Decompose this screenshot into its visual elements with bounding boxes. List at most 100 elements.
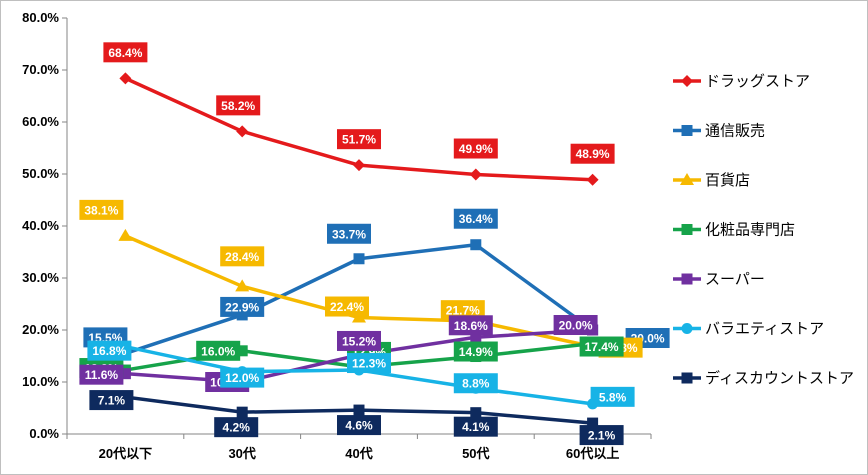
supermarket-data-label: 15.2%: [342, 334, 376, 348]
supermarket-label-box: [337, 330, 381, 351]
series-lines: [118, 72, 600, 429]
department-store-marker: [118, 228, 133, 241]
mail-order-marker: [470, 239, 482, 251]
drugstore-data-label: 51.7%: [342, 133, 376, 147]
mail-order-label-box: [220, 296, 265, 317]
supermarket-marker: [470, 331, 482, 343]
mail-order-data-label: 33.7%: [332, 227, 366, 241]
discount-store-data-label: 4.6%: [345, 419, 373, 433]
department-store-label-box: [79, 199, 124, 220]
discount-store-label-box: [89, 390, 134, 411]
drugstore-label-box: [103, 42, 148, 63]
y-tick-label: 70.0%: [22, 62, 59, 77]
supermarket-label-box: [553, 315, 598, 335]
discount-store-label-box: [337, 415, 381, 436]
legend: ドラッグストア通信販売百貨店化粧品専門店スーパーバラエティストアディスカウントス…: [673, 72, 854, 387]
variety-store-data-label: 5.8%: [599, 390, 627, 404]
y-tick-label: 10.0%: [22, 374, 59, 389]
department-store-data-label: 21.7%: [446, 304, 480, 318]
drugstore-label-box: [570, 143, 615, 164]
cosmetics-store-data-label: 16.0%: [201, 344, 235, 358]
discount-store-data-label: 2.1%: [588, 429, 616, 443]
mail-order-marker: [353, 253, 365, 265]
discount-store-marker: [353, 404, 365, 416]
drugstore-marker: [469, 168, 482, 181]
department-store-label-box: [220, 246, 265, 267]
variety-store-label-box: [590, 386, 635, 407]
cosmetics-store-data-label: 17.4%: [585, 340, 619, 354]
drugstore-legend-marker: [681, 75, 693, 87]
y-tick-label: 50.0%: [22, 166, 59, 181]
mail-order-legend-label: 通信販売: [705, 122, 765, 140]
x-tick-label: 20代以下: [99, 446, 152, 461]
y-tick-label: 20.0%: [22, 322, 59, 337]
drugstore-label-box: [453, 138, 498, 159]
cosmetics-store-label-box: [196, 340, 241, 361]
supermarket-data-label: 11.6%: [85, 368, 119, 382]
drugstore-marker: [236, 125, 249, 138]
department-store-label-box: [440, 300, 485, 321]
variety-store-label-box: [453, 373, 498, 394]
department-store-legend-marker: [680, 173, 694, 185]
mail-order-label-box: [453, 208, 498, 229]
y-tick-label: 0.0%: [29, 426, 59, 441]
drugstore-legend-label: ドラッグストア: [705, 72, 810, 90]
axes: 0.0% 10.0% 20.0% 30.0% 40.0% 50.0% 60.0% 70.0% 8…: [22, 10, 652, 461]
cosmetics-store-data-label: 14.9%: [459, 345, 493, 359]
discount-store-label-box: [214, 417, 259, 438]
mail-order-legend-marker: [681, 125, 693, 136]
drugstore-marker: [119, 72, 132, 85]
discount-store-data-label: 4.2%: [223, 421, 251, 435]
x-tick-label: 50代: [462, 446, 489, 461]
cosmetics-store-marker: [236, 345, 248, 357]
variety-store-data-label: 16.8%: [92, 344, 126, 358]
discount-store-label-box: [453, 416, 498, 437]
mail-order-data-label: 22.9%: [225, 300, 259, 314]
data-labels: 68.4%58.2%51.7%49.9% 48.9%15.5%22.9%33.7%…: [79, 42, 670, 446]
y-tick-label: 40.0%: [22, 218, 59, 233]
supermarket-label-box: [79, 364, 124, 385]
department-store-data-label: 22.4%: [330, 300, 364, 314]
x-tick-label: 30代: [228, 446, 255, 461]
supermarket-label-box: [448, 315, 493, 336]
variety-store-data-label: 12.0%: [225, 371, 259, 385]
discount-store-label-box: [579, 425, 624, 446]
cosmetics-store-legend-label: 化粧品専門店: [705, 221, 795, 239]
drugstore-data-label: 49.9%: [459, 142, 493, 156]
supermarket-legend-label: スーパー: [705, 270, 765, 288]
discount-store-legend-marker: [681, 372, 693, 384]
variety-store-legend-marker: [681, 323, 693, 334]
drugstore-data-label: 58.2%: [221, 99, 255, 113]
cosmetics-store-label-box: [453, 341, 498, 362]
y-tick-label: 30.0%: [22, 270, 59, 285]
department-store-data-label: 28.4%: [225, 250, 259, 264]
mail-order-data-label: 36.4%: [459, 212, 493, 226]
discount-store-marker: [236, 406, 248, 418]
supermarket-legend-marker: [681, 273, 693, 285]
y-tick-label: 60.0%: [22, 114, 59, 129]
variety-store-data-label: 8.8%: [462, 377, 490, 391]
department-store-legend-label: 百貨店: [705, 171, 750, 189]
discount-store-marker: [470, 407, 482, 419]
supermarket-data-label: 18.6%: [454, 319, 488, 333]
supermarket-data-label: 20.0%: [559, 319, 593, 333]
drugstore-data-label: 68.4%: [108, 46, 142, 60]
department-store-data-label: 38.1%: [84, 203, 118, 217]
variety-store-label-box: [347, 353, 391, 374]
drugstore-marker: [586, 173, 599, 186]
variety-store-label-box: [87, 340, 132, 361]
variety-store-data-label: 12.3%: [352, 357, 386, 371]
discount-store-legend-label: ディスカウントストア: [705, 369, 854, 387]
x-tick-label: 60代以上: [566, 446, 619, 461]
cosmetics-store-label-box: [579, 336, 624, 357]
department-store-label-box: [325, 296, 369, 317]
discount-store-data-label: 7.1%: [98, 394, 126, 408]
drugstore-label-box: [337, 129, 381, 150]
drugstore-label-box: [216, 95, 261, 116]
mail-order-label-box: [327, 223, 371, 244]
variety-store-legend-label: バラエティストア: [705, 320, 824, 338]
supermarket-marker: [119, 368, 131, 380]
cosmetics-store-legend-marker: [681, 224, 693, 235]
variety-store-label-box: [220, 367, 265, 388]
